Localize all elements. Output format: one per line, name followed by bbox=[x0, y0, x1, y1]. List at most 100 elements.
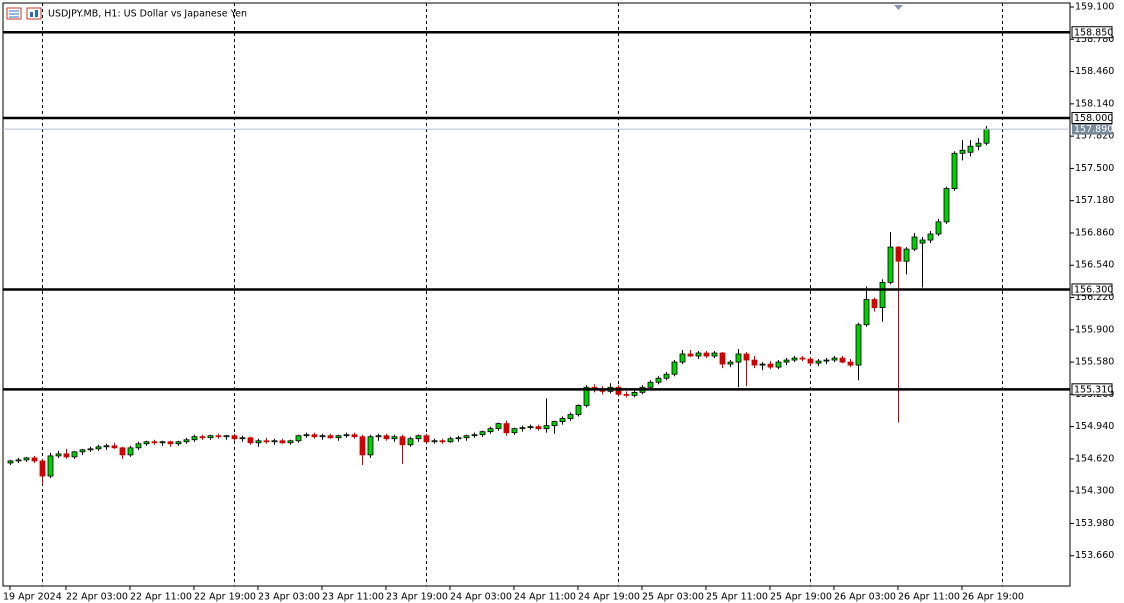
candle-body bbox=[575, 405, 582, 415]
candle-body bbox=[79, 449, 86, 453]
candle-body bbox=[255, 440, 262, 444]
candle-body bbox=[127, 447, 134, 456]
level-label: 156.300 bbox=[1074, 284, 1113, 295]
candle-body bbox=[735, 353, 742, 363]
candle-body bbox=[367, 436, 374, 456]
candle-body bbox=[519, 427, 526, 430]
candle-body bbox=[111, 445, 118, 449]
candle-body bbox=[119, 447, 126, 456]
candle-body bbox=[975, 142, 982, 147]
candle-body bbox=[151, 441, 158, 444]
candle-body bbox=[87, 448, 94, 451]
candle-body bbox=[455, 437, 462, 440]
candle-body bbox=[815, 360, 822, 364]
x-tick-label: 22 Apr 03:00 bbox=[66, 592, 128, 603]
candle-body bbox=[527, 426, 534, 429]
candle-body bbox=[559, 418, 566, 422]
candle-body bbox=[727, 361, 734, 365]
candle-body bbox=[271, 440, 278, 443]
candle-body bbox=[927, 233, 934, 241]
candle-body bbox=[831, 357, 838, 361]
candle-body bbox=[943, 188, 950, 223]
candle-body bbox=[807, 358, 814, 364]
candle-body bbox=[887, 246, 894, 283]
candle-body bbox=[287, 440, 294, 444]
x-tick-label: 24 Apr 03:00 bbox=[450, 592, 512, 603]
candle-body bbox=[711, 352, 718, 357]
candle-body bbox=[447, 438, 454, 443]
x-tick-label: 24 Apr 11:00 bbox=[514, 592, 576, 603]
candle-body bbox=[535, 426, 542, 430]
shift-marker[interactable] bbox=[894, 5, 903, 10]
candle-body bbox=[759, 363, 766, 366]
candle-body bbox=[631, 391, 638, 396]
candle-body bbox=[303, 434, 310, 437]
candle-body bbox=[415, 435, 422, 440]
toolbar-icons[interactable] bbox=[6, 7, 42, 20]
candle-body bbox=[919, 239, 926, 244]
y-tick-label: 154.300 bbox=[1075, 486, 1114, 497]
icon bbox=[30, 12, 33, 17]
candle-body bbox=[23, 457, 30, 461]
candle-body bbox=[983, 128, 990, 144]
candle-body bbox=[623, 393, 630, 396]
candle-body bbox=[335, 435, 342, 439]
candle-body bbox=[935, 221, 942, 235]
candle-body bbox=[295, 435, 302, 442]
candle-body bbox=[39, 460, 46, 477]
y-tick-label: 154.620 bbox=[1075, 453, 1114, 464]
candle-body bbox=[247, 437, 254, 444]
candle-body bbox=[7, 460, 14, 464]
x-tick-label: 26 Apr 19:00 bbox=[962, 592, 1024, 603]
last-price-box bbox=[1072, 123, 1112, 135]
candle-body bbox=[767, 363, 774, 368]
level-label: 158.000 bbox=[1074, 113, 1113, 124]
candle-body bbox=[775, 361, 782, 368]
y-tick-label: 155.580 bbox=[1075, 357, 1114, 368]
candle-body bbox=[823, 359, 830, 362]
candle-body bbox=[199, 436, 206, 439]
candle-body bbox=[143, 441, 150, 445]
candle-body bbox=[911, 236, 918, 250]
candle-body bbox=[959, 149, 966, 154]
x-tick-label: 23 Apr 19:00 bbox=[386, 592, 448, 603]
candle-body bbox=[495, 423, 502, 430]
candle-body bbox=[223, 435, 230, 438]
candle-body bbox=[391, 436, 398, 440]
candle-body bbox=[71, 451, 78, 458]
candle-body bbox=[783, 359, 790, 363]
icon bbox=[35, 10, 38, 17]
x-tick-label: 25 Apr 11:00 bbox=[706, 592, 768, 603]
candle-body bbox=[47, 455, 54, 477]
y-tick-label: 157.500 bbox=[1075, 163, 1114, 174]
y-tick-label: 156.860 bbox=[1075, 227, 1114, 238]
candle-body bbox=[175, 441, 182, 445]
candle-body bbox=[687, 353, 694, 357]
candle-body bbox=[15, 459, 22, 462]
candle-body bbox=[615, 386, 622, 395]
icon[interactable] bbox=[26, 7, 42, 20]
candle-body bbox=[951, 152, 958, 189]
candle-body bbox=[327, 435, 334, 439]
y-tick-label: 159.100 bbox=[1075, 2, 1114, 13]
candle-body bbox=[719, 352, 726, 365]
candle-body bbox=[551, 421, 558, 427]
y-tick-label: 154.940 bbox=[1075, 421, 1114, 432]
candle-body bbox=[703, 352, 710, 357]
candle-body bbox=[695, 352, 702, 357]
x-tick-label: 24 Apr 19:00 bbox=[578, 592, 640, 603]
x-tick-label: 22 Apr 11:00 bbox=[130, 592, 192, 603]
candle-body bbox=[799, 357, 806, 360]
candle-body bbox=[751, 359, 758, 366]
y-tick-label: 157.820 bbox=[1075, 131, 1114, 142]
candle-body bbox=[55, 453, 62, 457]
candle-body bbox=[863, 299, 870, 326]
y-tick-label: 156.540 bbox=[1075, 260, 1114, 271]
plot-frame bbox=[2, 2, 1071, 587]
candle-body bbox=[647, 381, 654, 388]
candle-body bbox=[239, 437, 246, 440]
candle-body bbox=[63, 453, 70, 458]
candle-body bbox=[103, 445, 110, 448]
y-tick-label: 158.460 bbox=[1075, 66, 1114, 77]
